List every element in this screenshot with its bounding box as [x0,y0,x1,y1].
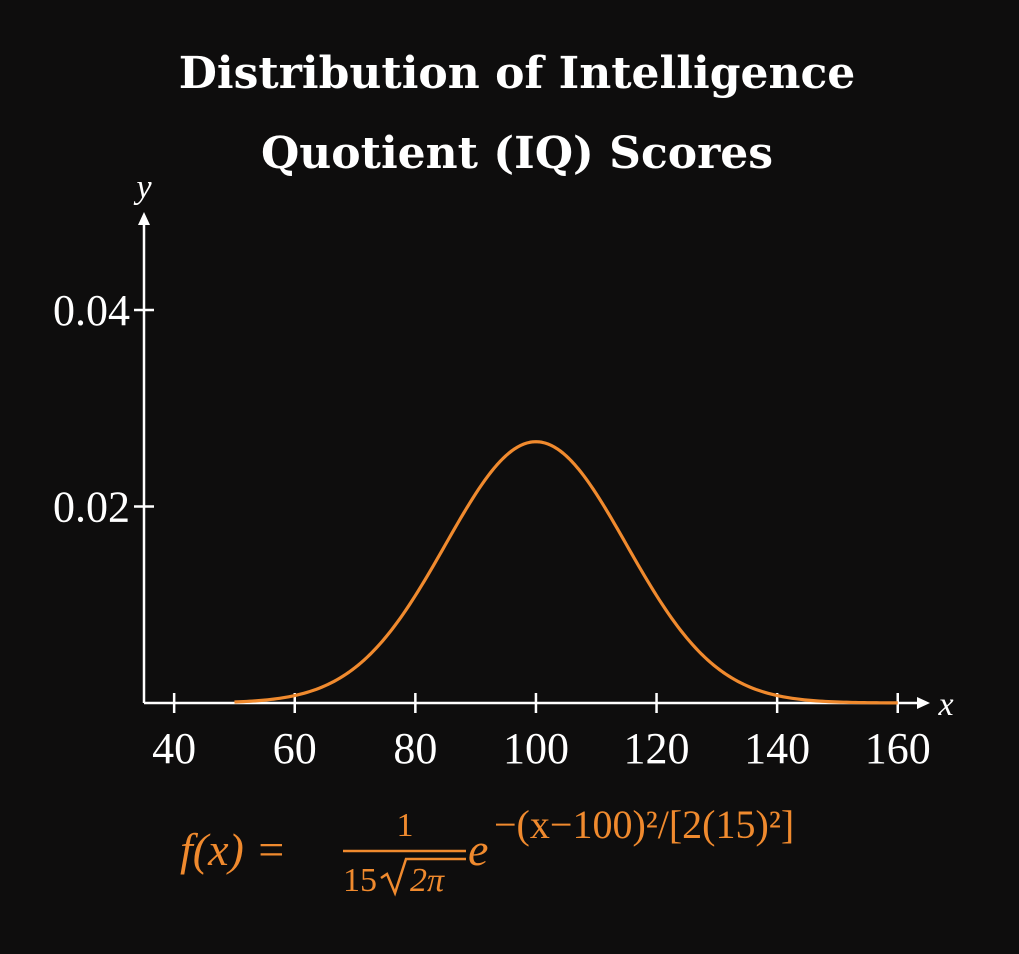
y-axis-arrow-icon [138,212,150,225]
x-axis-label: x [937,686,953,723]
x-tick-label: 140 [744,724,810,773]
chart-title-line-2: Quotient (IQ) Scores [261,128,773,179]
formula-numerator: 1 [397,807,414,844]
y-ticks: 0.02 0.04 [53,286,154,532]
formula-annotation: f(x) = 1 15 2π e −(x−100)²/[2(15)²] [180,802,794,899]
formula-denominator-prefix: 15 [343,862,377,899]
x-tick-label: 160 [865,724,931,773]
x-tick-label: 60 [273,724,317,773]
y-tick-label: 0.04 [53,286,130,335]
x-tick-label: 120 [624,724,690,773]
x-tick-label: 40 [152,724,196,773]
x-tick-label: 100 [503,724,569,773]
formula-lhs: f(x) = [180,824,286,875]
formula-radicand: 2π [410,862,445,899]
x-tick-label: 80 [393,724,437,773]
axes [138,212,930,709]
normal-curve-series [234,440,898,705]
x-axis-arrow-icon [917,697,930,709]
y-axis-label: y [133,169,152,206]
y-tick-label: 0.02 [53,483,130,532]
formula-base: e [468,824,488,875]
chart-title-line-1: Distribution of Intelligence [179,48,855,99]
sqrt-sign-icon [380,857,466,897]
formula-exponent: −(x−100)²/[2(15)²] [494,802,794,847]
x-ticks: 40 60 80 100 120 140 160 [152,693,931,773]
